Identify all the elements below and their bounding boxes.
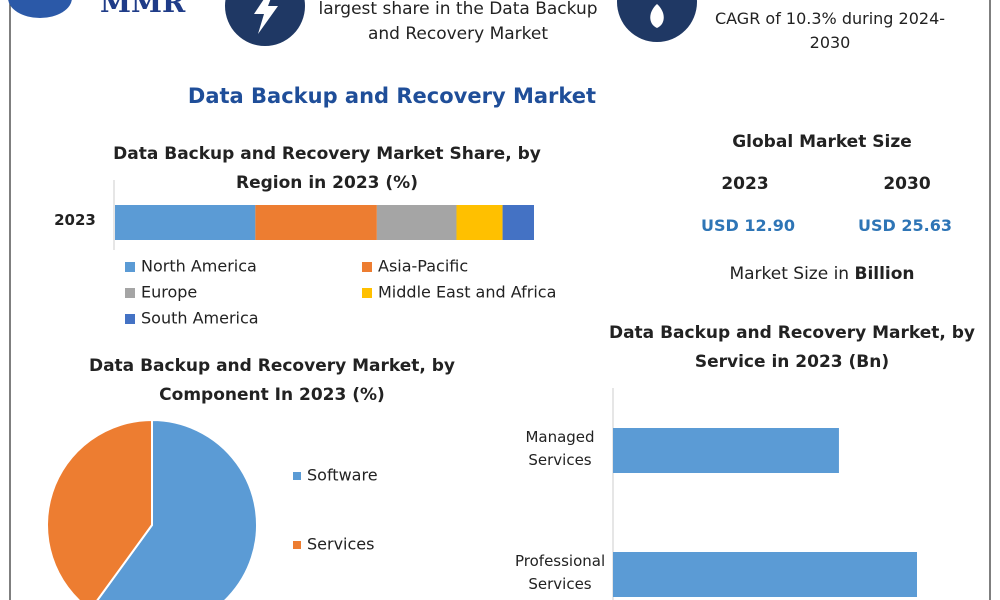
legend-swatch (125, 262, 135, 272)
legend-swatch (293, 541, 301, 549)
legend-label: Middle East and Africa (378, 283, 556, 302)
y-tick-label: 2023 (54, 211, 96, 229)
header-text: CAGR of 10.3% during 2024-2030 (714, 9, 946, 52)
legend-label: Services (307, 535, 374, 554)
year-label: 2030 (883, 174, 931, 194)
market-size-title: Global Market Size (732, 132, 912, 152)
bar (613, 428, 839, 473)
legend-label: Asia-Pacific (378, 257, 468, 276)
bar-segment (255, 205, 377, 240)
bar-segment (502, 205, 534, 240)
logo-text: MMR (100, 0, 186, 19)
main-title: Data Backup and Recovery Market (187, 84, 597, 108)
pie-slice (96, 418, 258, 600)
market-value: USD 25.63 (858, 216, 952, 235)
legend-swatch (362, 262, 372, 272)
y-tick-label: Professional Services (515, 552, 606, 593)
chart-title: Data Backup and Recovery Market, by Comp… (88, 356, 456, 405)
y-tick-label: Managed Services (525, 428, 595, 469)
bar (613, 552, 917, 597)
bar-segment (115, 205, 256, 240)
legend-label: North America (141, 257, 257, 276)
legend-swatch (293, 472, 301, 480)
legend-swatch (125, 314, 135, 324)
bolt-icon (254, 0, 278, 34)
note-text: Market Size in (729, 264, 850, 284)
header-text: largest share in the Data Backup and Rec… (318, 0, 598, 44)
legend-label: Software (307, 466, 378, 485)
market-note: Market Size in Billion (692, 264, 952, 284)
legend-swatch (125, 288, 135, 298)
flame-icon (650, 4, 664, 28)
legend-swatch (362, 288, 372, 298)
market-value: USD 12.90 (701, 216, 795, 235)
chart-title: Data Backup and Recovery Market, by Serv… (608, 323, 976, 372)
pie-slice (46, 418, 153, 600)
bar-segment (376, 205, 457, 240)
note-bold: Billion (854, 264, 915, 284)
chart-title: Data Backup and Recovery Market Share, b… (113, 144, 541, 193)
year-label: 2023 (721, 174, 769, 194)
legend-label: South America (141, 309, 259, 328)
bar-segment (456, 205, 503, 240)
legend-label: Europe (141, 283, 197, 302)
logo-mark (8, 0, 72, 18)
